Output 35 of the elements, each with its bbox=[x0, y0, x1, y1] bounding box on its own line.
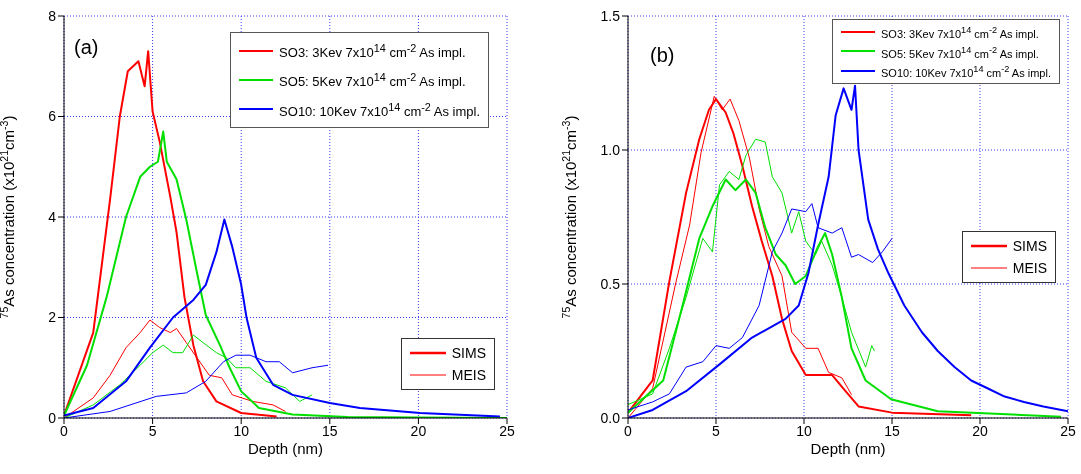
annotation: SIMS bbox=[1012, 237, 1047, 256]
x-tick-label: 10 bbox=[233, 422, 250, 439]
x-tick-label: 25 bbox=[1060, 422, 1076, 439]
x-tick-label: 20 bbox=[410, 422, 427, 439]
x-tick-label: 25 bbox=[499, 422, 515, 439]
x-tick-label: 15 bbox=[322, 422, 338, 439]
y-tick-label: 6 bbox=[48, 108, 57, 125]
legend-label: SO10: 10Kev 7x10$^{14}$ cm$^{-2}$ As impl. bbox=[881, 63, 1051, 81]
y-tick-label: 1.5 bbox=[600, 7, 621, 24]
y-tick-label: 2 bbox=[48, 309, 57, 326]
legend-label: SO5: 5Kev 7x10$^{14}$ cm$^{-2}$ As impl. bbox=[279, 70, 466, 92]
annotation: (b) bbox=[650, 44, 675, 67]
legend-label: SO3: 3Kev 7x10$^{14}$ cm$^{-2}$ As impl. bbox=[279, 41, 466, 63]
legend-label: SO10: 10Kev 7x10$^{14}$ cm$^{-2}$ As impl. bbox=[279, 99, 480, 121]
legend-label: SO3: 3Kev 7x10$^{14}$ cm$^{-2}$ As impl. bbox=[881, 24, 1039, 42]
x-tick-label: 5 bbox=[148, 422, 157, 439]
legend-label: SO5: 5Kev 7x10$^{14}$ cm$^{-2}$ As impl. bbox=[881, 43, 1039, 62]
annotation: SIMS bbox=[451, 344, 486, 363]
x-tick-label: 20 bbox=[972, 422, 988, 439]
y-tick-label: 1.0 bbox=[600, 141, 621, 158]
annotation: MEIS bbox=[451, 366, 486, 385]
y-tick-label: 0 bbox=[48, 409, 57, 426]
y-tick-label: 4 bbox=[48, 208, 57, 225]
annotation: MEIS bbox=[1012, 259, 1047, 278]
x-tick-label: 10 bbox=[796, 422, 812, 439]
x-tick-label: 0 bbox=[624, 422, 633, 439]
y-tick-label: 0.5 bbox=[600, 275, 621, 292]
x-axis-title: Depth (nm) bbox=[247, 440, 324, 457]
annotation: (a) bbox=[74, 36, 99, 59]
y-tick-label: 8 bbox=[48, 7, 57, 24]
x-tick-label: 0 bbox=[60, 422, 69, 439]
x-axis-title: Depth (nm) bbox=[810, 440, 886, 457]
x-tick-label: 5 bbox=[712, 422, 721, 439]
y-tick-label: 0.0 bbox=[600, 409, 621, 426]
x-tick-label: 15 bbox=[884, 422, 900, 439]
